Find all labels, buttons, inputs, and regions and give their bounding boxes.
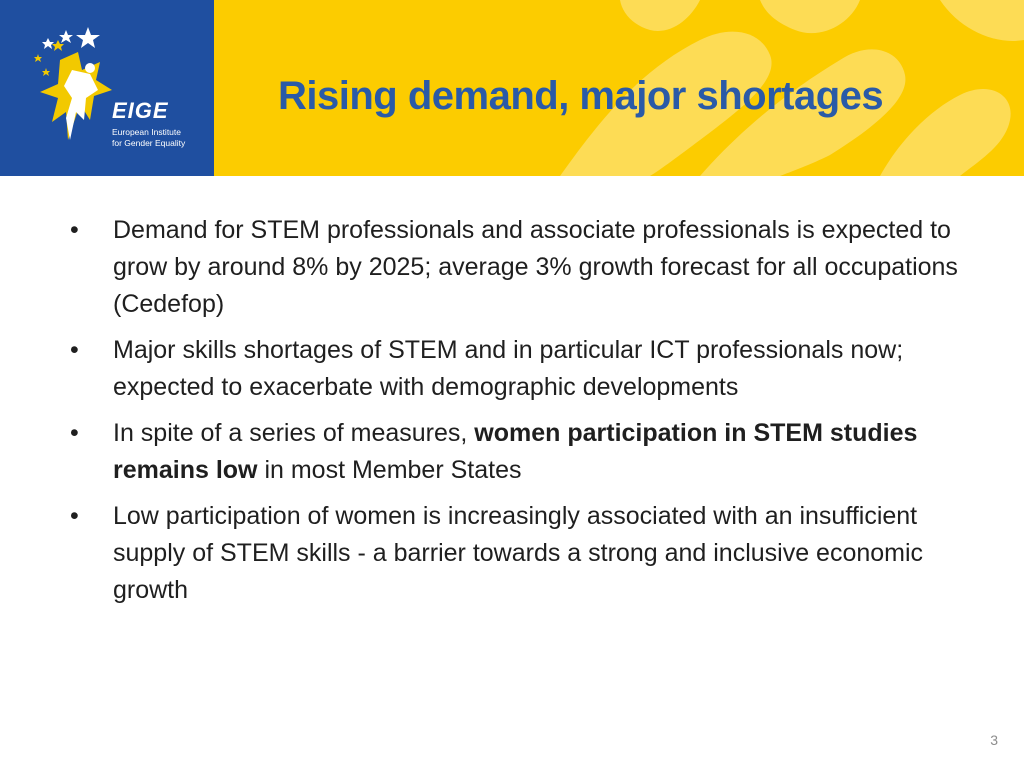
star-icon: [76, 27, 100, 48]
star-icon: [42, 38, 54, 49]
bullet-item: • Demand for STEM professionals and asso…: [70, 212, 960, 323]
logo-graphic: [34, 27, 112, 140]
bullet-icon: •: [70, 419, 79, 447]
bullet-icon: •: [70, 502, 79, 530]
logo-caption: European Institute for Gender Equality: [112, 127, 208, 149]
person-figure-icon: [40, 52, 112, 140]
bullet-text: Demand for STEM professionals and associ…: [113, 216, 958, 318]
bullet-item: • In spite of a series of measures, wome…: [70, 415, 960, 489]
bullet-icon: •: [70, 216, 79, 244]
bullet-text: Low participation of women is increasing…: [113, 502, 924, 604]
logo-caption-line: for Gender Equality: [112, 138, 186, 148]
logo-panel: EIGE European Institute for Gender Equal…: [0, 0, 214, 176]
star-icon: [34, 54, 42, 62]
bullet-text-emphasis: women participation in STEM studies rema…: [113, 419, 918, 484]
star-icon: [42, 68, 50, 76]
star-icon: [52, 40, 64, 51]
bullet-item: • Major skills shortages of STEM and in …: [70, 332, 960, 406]
bullet-item: • Low participation of women is increasi…: [70, 498, 960, 609]
bullet-list: • Demand for STEM professionals and asso…: [70, 212, 960, 618]
logo-caption-line: European Institute: [112, 127, 181, 137]
header-band: EIGE European Institute for Gender Equal…: [0, 0, 1024, 176]
page-number: 3: [990, 732, 998, 748]
bullet-icon: •: [70, 336, 79, 364]
star-icon: [59, 30, 73, 43]
logo-wordmark: EIGE: [112, 98, 169, 123]
bullet-text: In spite of a series of measures,: [113, 419, 475, 447]
bullet-text: in most Member States: [257, 456, 522, 484]
bullet-text: Major skills shortages of STEM and in pa…: [113, 336, 904, 401]
page-title: Rising demand, major shortages: [278, 74, 884, 118]
decorative-figures-graphic: [560, 0, 1024, 176]
